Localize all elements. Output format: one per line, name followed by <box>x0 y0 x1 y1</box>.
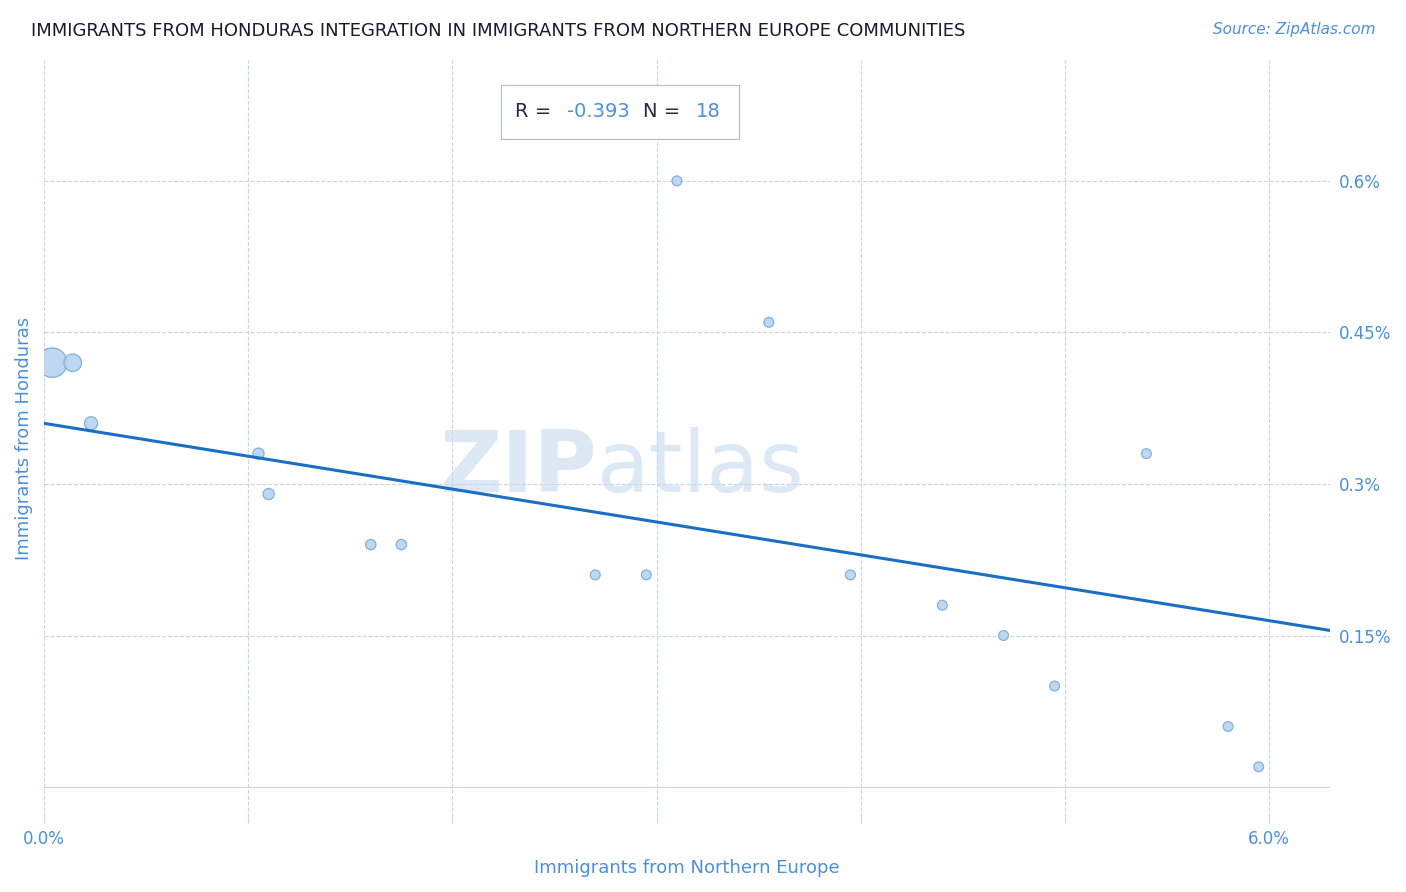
Point <box>80 417 103 431</box>
Text: atlas: atlas <box>598 427 806 510</box>
Point <box>257 487 280 501</box>
Point <box>758 315 780 329</box>
Point <box>1135 447 1157 461</box>
Text: IMMIGRANTS FROM HONDURAS INTEGRATION IN IMMIGRANTS FROM NORTHERN EUROPE COMMUNIT: IMMIGRANTS FROM HONDURAS INTEGRATION IN … <box>31 22 966 40</box>
Point <box>389 538 412 552</box>
Point <box>360 538 382 552</box>
Point <box>993 628 1015 642</box>
Point <box>247 447 270 461</box>
Point <box>62 356 84 370</box>
X-axis label: Immigrants from Northern Europe: Immigrants from Northern Europe <box>534 859 839 877</box>
Point <box>839 568 862 582</box>
Point <box>636 568 658 582</box>
Point <box>41 356 63 370</box>
Text: ZIP: ZIP <box>439 427 598 510</box>
Point <box>1043 679 1066 693</box>
Point <box>583 568 606 582</box>
Point <box>665 174 688 188</box>
Point <box>1216 719 1239 733</box>
Point <box>931 598 953 612</box>
Point <box>1247 760 1270 774</box>
Text: Source: ZipAtlas.com: Source: ZipAtlas.com <box>1212 22 1375 37</box>
Y-axis label: Immigrants from Honduras: Immigrants from Honduras <box>15 317 32 560</box>
